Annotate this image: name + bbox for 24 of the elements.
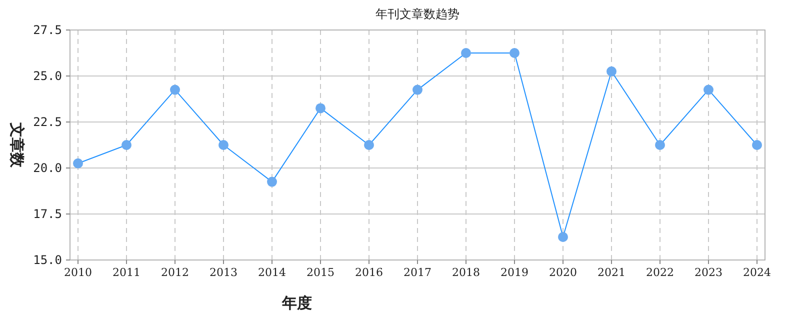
y-tick-label: 22.5 (33, 115, 62, 129)
x-tick-label: 2010 (64, 266, 92, 279)
x-tick-label: 2011 (112, 266, 140, 279)
x-tick-label: 2015 (306, 266, 334, 279)
y-tick-label: 15.0 (33, 253, 62, 267)
x-tick-label: 2017 (404, 266, 432, 279)
x-axis-title: 年度 (281, 294, 312, 312)
x-tick-label: 2016 (355, 266, 383, 279)
y-axis-title: 文章数 (8, 122, 26, 168)
x-tick-label: 2018 (452, 266, 480, 279)
x-tick-label: 2022 (646, 266, 674, 279)
x-tick-label: 2023 (694, 266, 722, 279)
x-tick-label: 2021 (598, 266, 626, 279)
x-tick-label: 2024 (743, 266, 771, 279)
x-tick-label: 2014 (258, 266, 286, 279)
x-tick-label: 2019 (500, 266, 528, 279)
y-tick-label: 20.0 (33, 161, 62, 175)
y-tick-label: 25.0 (33, 69, 62, 83)
chart-title: 年刊文章数趋势 (376, 7, 460, 21)
x-tick-label: 2012 (161, 266, 189, 279)
x-tick-label: 2020 (549, 266, 577, 279)
y-tick-label: 17.5 (33, 207, 62, 221)
y-tick-label: 27.5 (33, 23, 62, 37)
x-tick-label: 2013 (210, 266, 238, 279)
